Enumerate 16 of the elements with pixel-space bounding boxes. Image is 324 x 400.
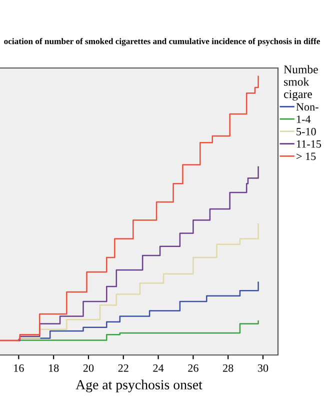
legend-label: 11-15 — [296, 140, 322, 148]
x-axis-title: Age at psychosis onset — [76, 380, 202, 392]
legend-label: Non- — [296, 103, 318, 111]
x-tick-label: 24 — [153, 364, 164, 372]
legend-label: 1-4 — [296, 116, 311, 123]
x-tick-label: 20 — [83, 364, 94, 372]
legend-label: > 15 — [296, 152, 316, 160]
x-tick-label: 28 — [223, 364, 234, 372]
x-tick-label: 18 — [48, 364, 59, 372]
x-tick-label: 26 — [188, 364, 198, 372]
legend-title: Numbe smok cigare — [284, 65, 318, 101]
x-tick-label: 22 — [118, 364, 128, 372]
x-tick-label: 30 — [258, 364, 268, 372]
chart-title: ociation of number of smoked cigarettes and cumulative incidence of psychosis in diffe — [4, 38, 320, 46]
legend-label: 5-10 — [296, 128, 316, 136]
x-tick-label: 16 — [14, 364, 24, 372]
